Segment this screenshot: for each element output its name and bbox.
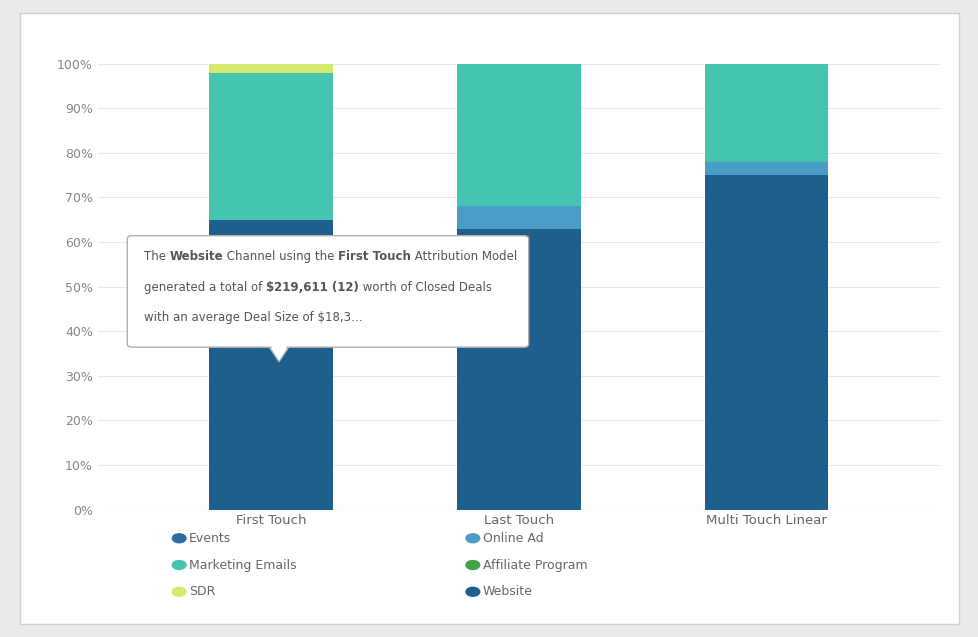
Text: Affiliate Program: Affiliate Program (482, 559, 587, 571)
Text: Website: Website (482, 585, 532, 598)
Bar (209, 64, 333, 73)
Text: Attribution Model: Attribution Model (411, 250, 517, 263)
Text: Events: Events (189, 532, 231, 545)
Bar (457, 64, 580, 206)
Text: The: The (144, 250, 169, 263)
Text: generated a total of: generated a total of (144, 281, 266, 294)
Bar (209, 220, 333, 510)
Bar (704, 162, 827, 175)
Bar (457, 206, 580, 229)
Text: Website: Website (169, 250, 223, 263)
Text: worth of Closed Deals: worth of Closed Deals (358, 281, 491, 294)
Text: Channel using the: Channel using the (223, 250, 338, 263)
Text: SDR: SDR (189, 585, 215, 598)
Bar (704, 64, 827, 162)
Text: Online Ad: Online Ad (482, 532, 543, 545)
Text: $219,611 (12): $219,611 (12) (266, 281, 358, 294)
Text: with an average Deal Size of $18,3…: with an average Deal Size of $18,3… (144, 311, 362, 324)
Bar (457, 229, 580, 510)
Bar (704, 175, 827, 510)
Bar (209, 73, 333, 220)
Text: Marketing Emails: Marketing Emails (189, 559, 296, 571)
Text: First Touch: First Touch (338, 250, 411, 263)
